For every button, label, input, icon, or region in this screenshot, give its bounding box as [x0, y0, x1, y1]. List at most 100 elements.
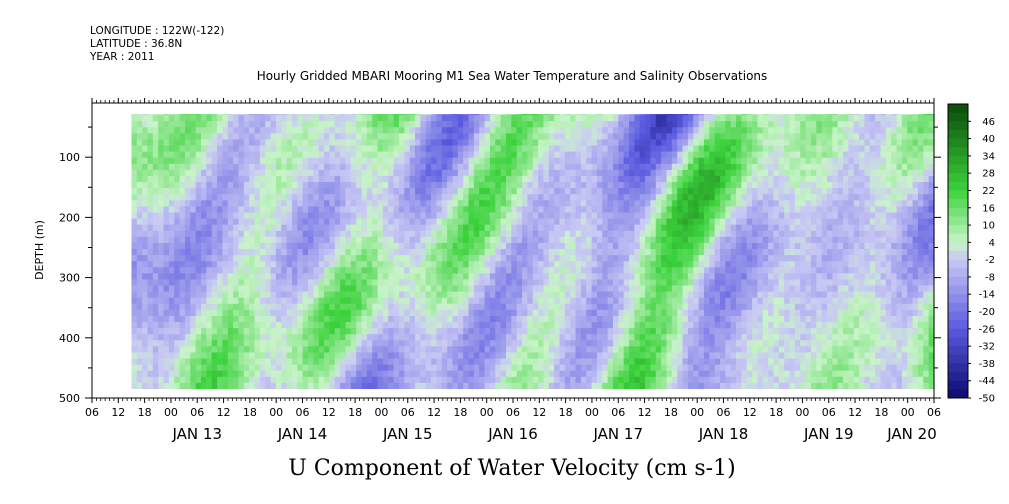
heatmap-cell — [147, 115, 154, 122]
heatmap-cell — [286, 242, 293, 250]
heatmap-cell — [281, 364, 288, 372]
heatmap-cell — [436, 303, 443, 311]
heatmap-cell — [532, 267, 539, 274]
heatmap-cell — [612, 139, 619, 147]
heatmap-cell — [415, 267, 421, 274]
heatmap-cell — [254, 273, 261, 281]
heatmap-cell — [441, 376, 448, 384]
heatmap-cell — [522, 236, 528, 244]
heatmap-cell — [142, 309, 149, 317]
heatmap-cell — [243, 133, 250, 141]
heatmap-cell — [152, 157, 159, 165]
heatmap-cell — [596, 364, 603, 372]
heatmap-cell — [404, 163, 411, 171]
heatmap-cell — [227, 261, 234, 268]
heatmap-cell — [687, 303, 694, 311]
heatmap-cell — [361, 151, 368, 159]
heatmap-cell — [254, 175, 261, 183]
heatmap-cell — [409, 139, 416, 147]
heatmap-cell — [356, 133, 363, 141]
heatmap-cell — [195, 133, 202, 141]
heatmap-cell — [693, 115, 700, 122]
heatmap-cell — [366, 218, 373, 226]
heatmap-cell — [500, 255, 507, 262]
heatmap-cell — [147, 236, 154, 244]
heatmap-cell — [661, 127, 668, 134]
heatmap-cell — [318, 255, 325, 262]
heatmap-cell — [168, 273, 175, 281]
heatmap-cell — [655, 267, 662, 274]
heatmap-cell — [687, 194, 694, 201]
heatmap-cell — [463, 334, 470, 341]
heatmap-cell — [629, 303, 635, 311]
heatmap-cell — [554, 309, 561, 317]
heatmap-cell — [650, 182, 657, 189]
heatmap-cell — [457, 322, 464, 329]
heatmap-cell — [473, 121, 480, 128]
heatmap-cell — [677, 139, 684, 147]
heatmap-cell — [473, 376, 480, 384]
heatmap-cell — [457, 169, 464, 177]
heatmap-cell — [532, 376, 539, 384]
heatmap-cell — [233, 230, 240, 238]
heatmap-cell — [366, 376, 373, 384]
heatmap-cell — [703, 194, 710, 201]
heatmap-cell — [259, 139, 266, 147]
heatmap-cell — [233, 206, 240, 214]
heatmap-cell — [522, 163, 528, 171]
heatmap-cell — [596, 182, 603, 189]
heatmap-cell — [329, 346, 336, 354]
heatmap-cell — [131, 370, 138, 378]
heatmap-cell — [554, 382, 561, 389]
heatmap-cell — [431, 194, 438, 201]
heatmap-cell — [211, 236, 218, 244]
heatmap-cell — [420, 352, 427, 360]
heatmap-cell — [489, 224, 496, 232]
heatmap-cell — [227, 145, 234, 153]
heatmap-cell — [484, 382, 491, 389]
heatmap-cell — [334, 370, 341, 378]
heatmap-cell — [318, 212, 325, 220]
heatmap-cell — [559, 115, 566, 122]
heatmap-cell — [532, 200, 539, 207]
heatmap-cell — [174, 224, 181, 232]
heatmap-cell — [447, 169, 454, 177]
heatmap-cell — [393, 297, 400, 305]
heatmap-cell — [698, 303, 705, 311]
heatmap-cell — [249, 273, 256, 281]
heatmap-cell — [586, 230, 593, 238]
heatmap-cell — [548, 352, 555, 360]
heatmap-cell — [190, 175, 197, 183]
heatmap-cell — [393, 182, 400, 189]
heatmap-cell — [612, 145, 619, 153]
heatmap-cell — [398, 206, 405, 214]
heatmap-cell — [356, 224, 363, 232]
heatmap-cell — [629, 370, 635, 378]
heatmap-cell — [238, 115, 245, 122]
heatmap-cell — [147, 127, 154, 134]
heatmap-cell — [634, 163, 641, 171]
heatmap-cell — [532, 279, 539, 287]
heatmap-cell — [489, 218, 496, 226]
heatmap-cell — [275, 303, 282, 311]
heatmap-cell — [350, 352, 357, 360]
heatmap-cell — [516, 364, 523, 372]
heatmap-cell — [227, 340, 234, 347]
heatmap-cell — [693, 230, 700, 238]
heatmap-cell — [163, 218, 170, 226]
heatmap-cell — [163, 328, 170, 335]
heatmap-cell — [447, 236, 454, 244]
heatmap-cell — [259, 133, 266, 141]
heatmap-cell — [190, 151, 197, 159]
heatmap-cell — [548, 322, 555, 329]
heatmap-cell — [548, 230, 555, 238]
heatmap-cell — [249, 188, 256, 195]
heatmap-cell — [441, 261, 448, 268]
heatmap-cell — [409, 303, 416, 311]
heatmap-cell — [661, 352, 668, 360]
heatmap-cell — [473, 212, 480, 220]
heatmap-cell — [441, 133, 448, 141]
heatmap-cell — [431, 297, 438, 305]
heatmap-cell — [318, 285, 325, 293]
heatmap-cell — [147, 297, 154, 305]
